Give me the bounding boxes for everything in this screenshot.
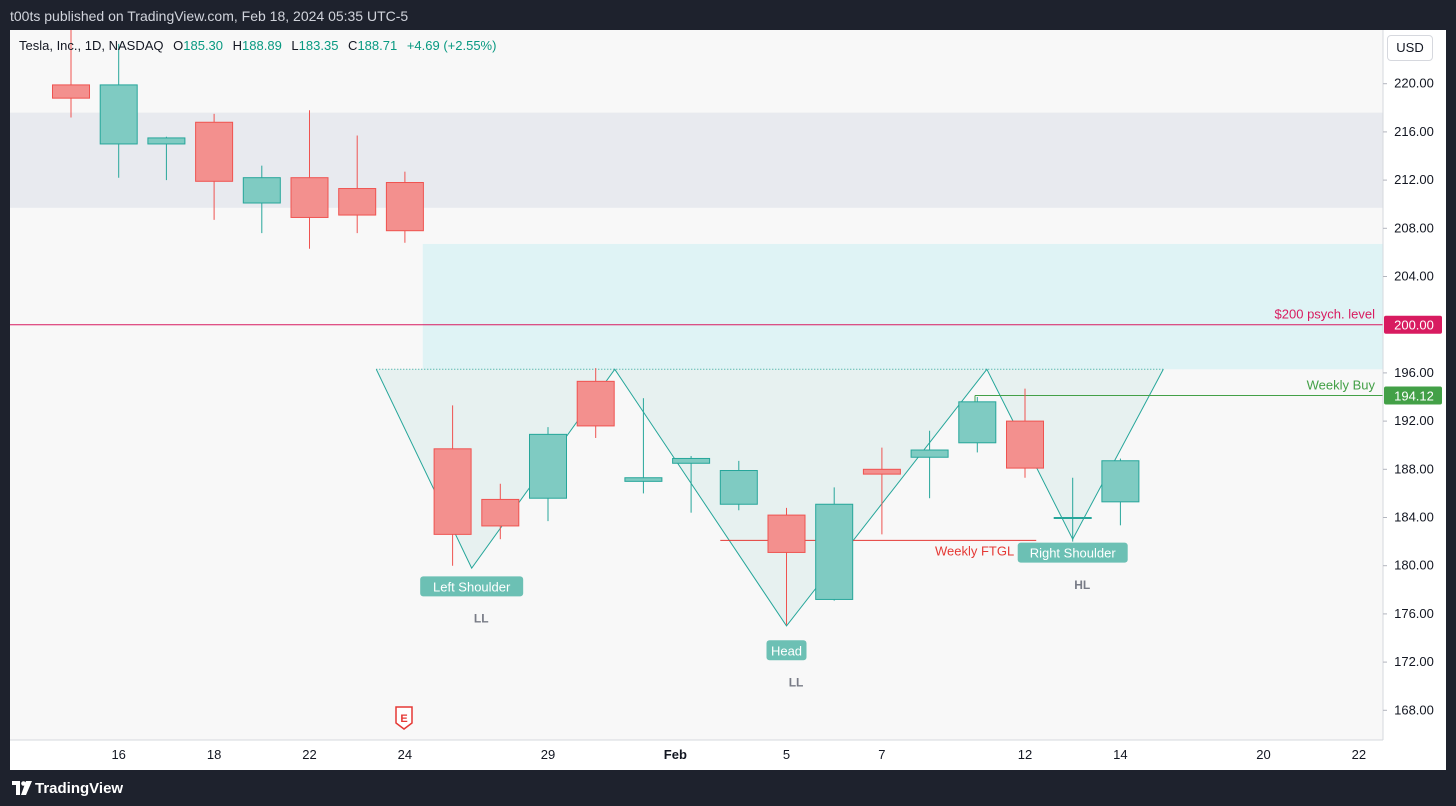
price-badge-label: 194.12: [1394, 389, 1434, 404]
y-tick-label: 196.00: [1394, 365, 1434, 380]
x-tick-label: 12: [1018, 747, 1032, 762]
candle-body: [767, 514, 806, 553]
time-axis: [10, 740, 1383, 770]
annotation-box: [1017, 542, 1128, 563]
candle-body: [719, 470, 758, 505]
high-label: H: [232, 38, 243, 53]
symbol-legend: Tesla, Inc., 1D, NASDAQ O185.30 H188.89 …: [19, 38, 496, 53]
tradingview-logo-icon: [12, 781, 32, 795]
y-tick-label: 180.00: [1394, 558, 1434, 573]
chart-panel[interactable]: $200 psych. level Weekly Buy Weekly FTGL Le…: [10, 30, 1446, 770]
x-tick-label: 5: [783, 747, 790, 762]
pattern-fill: [376, 369, 615, 569]
pattern-fill: [986, 369, 1164, 540]
price-badge: [1384, 315, 1442, 334]
x-tick-label: 7: [878, 747, 885, 762]
x-tick-label: 29: [541, 747, 555, 762]
price-badge-label: 200.00: [1394, 318, 1434, 333]
annotation-box: [766, 640, 807, 661]
close-label: C: [348, 38, 358, 53]
price-line-label: $200 psych. level: [1275, 307, 1376, 322]
y-tick-label: 216.00: [1394, 124, 1434, 139]
x-tick-label: 20: [1256, 747, 1270, 762]
y-tick-label: 184.00: [1394, 510, 1434, 525]
annotation-label: Head: [771, 643, 802, 658]
annotation-label: Right Shoulder: [1030, 546, 1117, 561]
candle-body: [195, 121, 234, 182]
zone-2: [422, 243, 1383, 370]
x-tick-label: 14: [1113, 747, 1127, 762]
candle-body: [290, 177, 329, 218]
candle-body: [958, 401, 997, 444]
candle-body: [624, 477, 663, 482]
top-bar: t00ts published on TradingView.com, Feb …: [0, 0, 1456, 30]
x-tick-label: Feb: [664, 747, 687, 762]
annotation-label: LL: [789, 676, 804, 690]
low-label: L: [291, 38, 299, 53]
candle-body: [1101, 460, 1140, 503]
candle-body: [147, 137, 186, 145]
candle-body: [815, 503, 854, 600]
y-tick-label: 212.00: [1394, 172, 1434, 187]
ftgl-label: Weekly FTGL: [935, 543, 1014, 558]
x-tick-label: 18: [207, 747, 221, 762]
price-line-label: Weekly Buy: [1307, 378, 1376, 393]
pattern-fill: [614, 369, 987, 626]
candle-body: [433, 448, 472, 535]
x-tick-label: 24: [398, 747, 412, 762]
annotation-label: LL: [474, 612, 489, 626]
axis-corner: [1383, 740, 1446, 770]
low-value: 183.35: [298, 38, 339, 53]
close-value: 188.71: [357, 38, 398, 53]
annotation-box: [420, 576, 524, 597]
candle-body: [385, 182, 424, 232]
y-tick-label: 188.00: [1394, 461, 1434, 476]
x-tick-label: 22: [1352, 747, 1366, 762]
candlestick-chart[interactable]: $200 psych. level Weekly Buy Weekly FTGL Le…: [10, 30, 1446, 770]
y-tick-label: 168.00: [1394, 702, 1434, 717]
candle-body: [99, 84, 138, 145]
candle-body: [1053, 517, 1092, 519]
candle-body: [52, 84, 90, 99]
symbol-name: Tesla, Inc., 1D, NASDAQ: [19, 38, 164, 53]
candle-body: [862, 468, 901, 475]
y-tick-label: 176.00: [1394, 606, 1434, 621]
y-tick-label: 172.00: [1394, 654, 1434, 669]
zone-1: [10, 112, 1383, 208]
y-tick-label: 192.00: [1394, 413, 1434, 428]
candle-body: [242, 177, 281, 204]
candle-body: [672, 457, 711, 464]
candle-body: [481, 498, 520, 527]
x-tick-label: 16: [111, 747, 125, 762]
x-tick-label: 22: [302, 747, 316, 762]
candle-body: [338, 188, 377, 216]
candle-body: [1006, 420, 1044, 469]
y-tick-label: 204.00: [1394, 269, 1434, 284]
annotation-label: HL: [1074, 578, 1090, 592]
annotation-label: Left Shoulder: [433, 579, 511, 594]
price-badge: [1384, 386, 1442, 405]
y-tick-label: 220.00: [1394, 76, 1434, 91]
candle-body: [576, 380, 615, 427]
earnings-marker-label: E: [400, 713, 407, 725]
y-tick-label: 208.00: [1394, 220, 1434, 235]
open-value: 185.30: [183, 38, 224, 53]
candle-body: [910, 449, 949, 458]
earnings-marker-icon: [395, 706, 413, 730]
published-text: t00ts published on TradingView.com, Feb …: [10, 8, 409, 24]
currency-button[interactable]: USD: [1387, 35, 1433, 61]
change-value: +4.69 (+2.55%): [406, 38, 497, 53]
high-value: 188.89: [242, 38, 282, 53]
footer-bar: TradingView: [0, 770, 1456, 806]
open-label: O: [173, 38, 184, 53]
candle-body: [529, 433, 567, 499]
footer-brand: TradingView: [35, 780, 124, 797]
